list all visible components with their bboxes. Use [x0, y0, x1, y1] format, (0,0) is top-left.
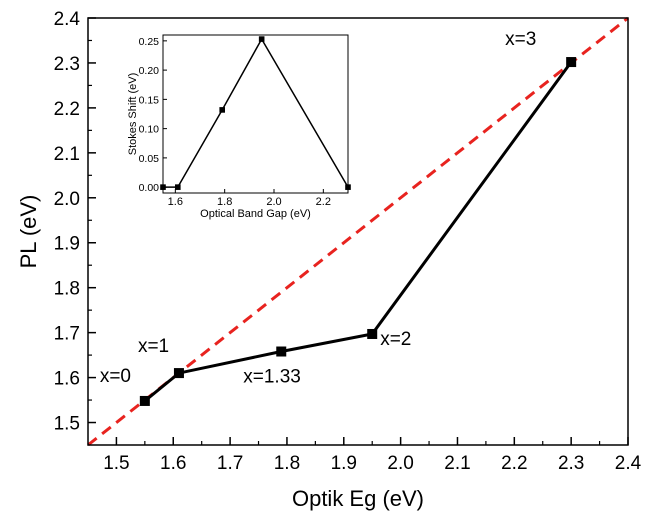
inset-y-tick-label: 0.20: [139, 65, 160, 77]
inset-y-axis-ticks: 0.00 0.05 0.10 0.15 0.20 0.25: [139, 36, 167, 194]
point-annotation: x=0: [100, 366, 131, 387]
inset-data-point: [219, 107, 225, 113]
y-tick-label: 1.6: [54, 369, 80, 390]
main-plot: 1.5 1.6 1.7 1.8 1.9 2.0 2.1 2.2 2.3 2.4 1.5 1.6 1.7…: [16, 9, 642, 511]
x-tick-label: 2.3: [558, 453, 584, 474]
y-tick-label: 2.2: [54, 99, 80, 120]
point-annotation: x=1.33: [243, 367, 301, 388]
x-tick-label: 2.0: [387, 453, 413, 474]
data-point: [367, 328, 378, 339]
inset-x-tick-label: 2.0: [266, 196, 281, 208]
y-tick-label: 2.4: [54, 9, 81, 30]
inset-background: [163, 35, 348, 193]
inset-y-tick-label: 0.05: [139, 153, 160, 165]
x-tick-label: 1.7: [217, 453, 243, 474]
y-tick-label: 2.1: [54, 144, 80, 165]
inset-x-tick-label: 1.8: [217, 196, 232, 208]
inset-x-tick-label: 2.2: [316, 196, 331, 208]
x-tick-label: 1.8: [274, 453, 300, 474]
inset-y-axis-label: Stokes Shift (eV): [127, 73, 139, 156]
y-tick-label: 2.0: [54, 189, 80, 210]
x-axis-ticks: 1.5 1.6 1.7 1.8 1.9 2.0 2.1 2.2 2.3 2.4: [103, 437, 642, 474]
x-tick-label: 2.2: [501, 453, 527, 474]
data-point: [276, 346, 287, 357]
inset-data-point: [258, 36, 265, 42]
inset-y-tick-label: 0.10: [139, 124, 160, 136]
inset-x-axis-ticks: 1.6 1.8 2.0 2.2: [168, 189, 331, 208]
y-tick-label: 1.5: [54, 414, 80, 435]
inset-x-axis-label: Optical Band Gap (eV): [200, 208, 311, 220]
series-group: [139, 57, 577, 406]
inset-x-tick-label: 1.6: [168, 196, 183, 208]
inset-plot: 1.6 1.8 2.0 2.2 0.00 0.05 0.10 0.15 0.20 0.25 Op…: [127, 34, 351, 220]
x-tick-label: 2.1: [444, 453, 470, 474]
data-point: [173, 368, 184, 379]
x-tick-label: 1.5: [103, 453, 129, 474]
x-axis-label: Optik Eg (eV): [292, 486, 424, 511]
y-tick-label: 2.3: [54, 54, 80, 75]
point-annotation: x=2: [380, 329, 411, 350]
y-axis-ticks: 1.5 1.6 1.7 1.8 1.9 2.0 2.1 2.2 2.3 2.4: [54, 9, 96, 435]
x-tick-label: 1.9: [331, 453, 357, 474]
data-point: [566, 57, 577, 68]
y-tick-label: 1.7: [54, 324, 80, 345]
inset-y-tick-label: 0.25: [139, 36, 160, 48]
point-annotation: x=1: [138, 336, 169, 357]
y-tick-label: 1.9: [54, 234, 80, 255]
x-tick-label: 1.6: [160, 453, 186, 474]
data-point: [139, 395, 150, 406]
plot-frame: [87, 17, 629, 446]
inset-y-tick-label: 0.00: [139, 182, 160, 194]
annotations: x=0 x=1 x=1.33 x=2 x=3: [100, 29, 536, 387]
x-tick-label: 2.4: [615, 453, 642, 474]
inset-data-point: [175, 184, 181, 190]
inset-frame: [162, 34, 349, 194]
y-axis-label: PL (eV): [16, 195, 41, 269]
inset-y-tick-label: 0.15: [139, 94, 160, 106]
point-annotation: x=3: [505, 29, 536, 50]
y-tick-label: 1.8: [54, 279, 80, 300]
